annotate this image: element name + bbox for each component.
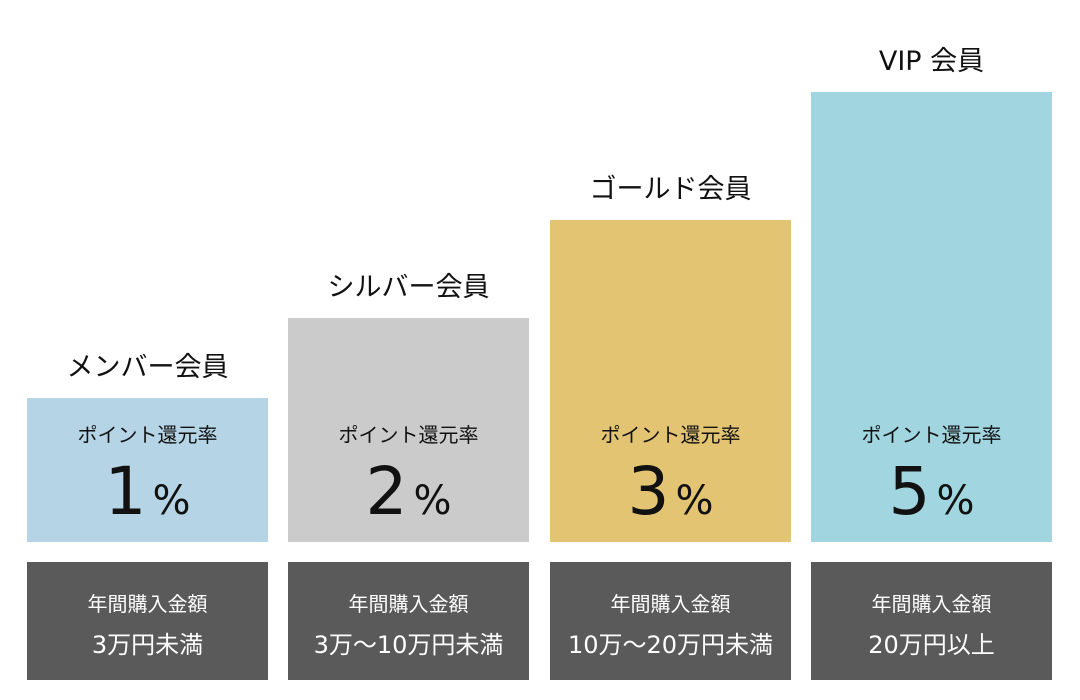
rate: 1% (27, 453, 268, 530)
amount-label: 年間購入金額 (348, 592, 469, 616)
rate-unit: % (152, 478, 191, 524)
tier: ゴールド会員 ポイント還元率 3% 年間購入金額 10万～20万円未満 (550, 0, 791, 700)
tier-name: VIP 会員 (878, 46, 985, 77)
amount-box: 年間購入金額 3万円未満 (27, 562, 268, 680)
rate-unit: % (936, 478, 975, 524)
amount: 10万～20万円未満 (567, 631, 774, 659)
rate-number: 2 (365, 453, 408, 530)
tier-bar: VIP 会員 ポイント還元率 5% (811, 46, 1052, 542)
tier-bar: メンバー会員 ポイント還元率 1% (27, 352, 268, 542)
tier-bar: シルバー会員 ポイント還元率 2% (288, 272, 529, 542)
rate-number: 1 (104, 453, 147, 530)
rate-number: 3 (627, 453, 670, 530)
rate: 3% (550, 453, 791, 530)
amount-box: 年間購入金額 3万～10万円未満 (288, 562, 529, 680)
rate-unit: % (413, 478, 452, 524)
tier: シルバー会員 ポイント還元率 2% 年間購入金額 3万～10万円未満 (288, 0, 529, 700)
amount: 3万円未満 (91, 631, 204, 659)
tier-name: シルバー会員 (327, 272, 490, 303)
rate-unit: % (675, 478, 714, 524)
tier: メンバー会員 ポイント還元率 1% 年間購入金額 3万円未満 (27, 0, 268, 700)
amount-box: 年間購入金額 20万円以上 (811, 562, 1052, 680)
tier-name: ゴールド会員 (589, 174, 752, 205)
rate-label: ポイント還元率 (338, 423, 479, 447)
rate: 5% (811, 453, 1052, 530)
amount-label: 年間購入金額 (871, 592, 992, 616)
rate: 2% (288, 453, 529, 530)
amount: 3万～10万円未満 (313, 631, 504, 659)
amount-box: 年間購入金額 10万～20万円未満 (550, 562, 791, 680)
amount-label: 年間購入金額 (87, 592, 208, 616)
amount-label: 年間購入金額 (610, 592, 731, 616)
rate-number: 5 (888, 453, 931, 530)
rate-label: ポイント還元率 (77, 423, 218, 447)
tier: VIP 会員 ポイント還元率 5% 年間購入金額 20万円以上 (811, 0, 1052, 700)
rate-label: ポイント還元率 (861, 423, 1002, 447)
amount: 20万円以上 (868, 631, 995, 659)
rate-label: ポイント還元率 (600, 423, 741, 447)
tier-bar: ゴールド会員 ポイント還元率 3% (550, 174, 791, 542)
tier-name: メンバー会員 (66, 352, 229, 383)
